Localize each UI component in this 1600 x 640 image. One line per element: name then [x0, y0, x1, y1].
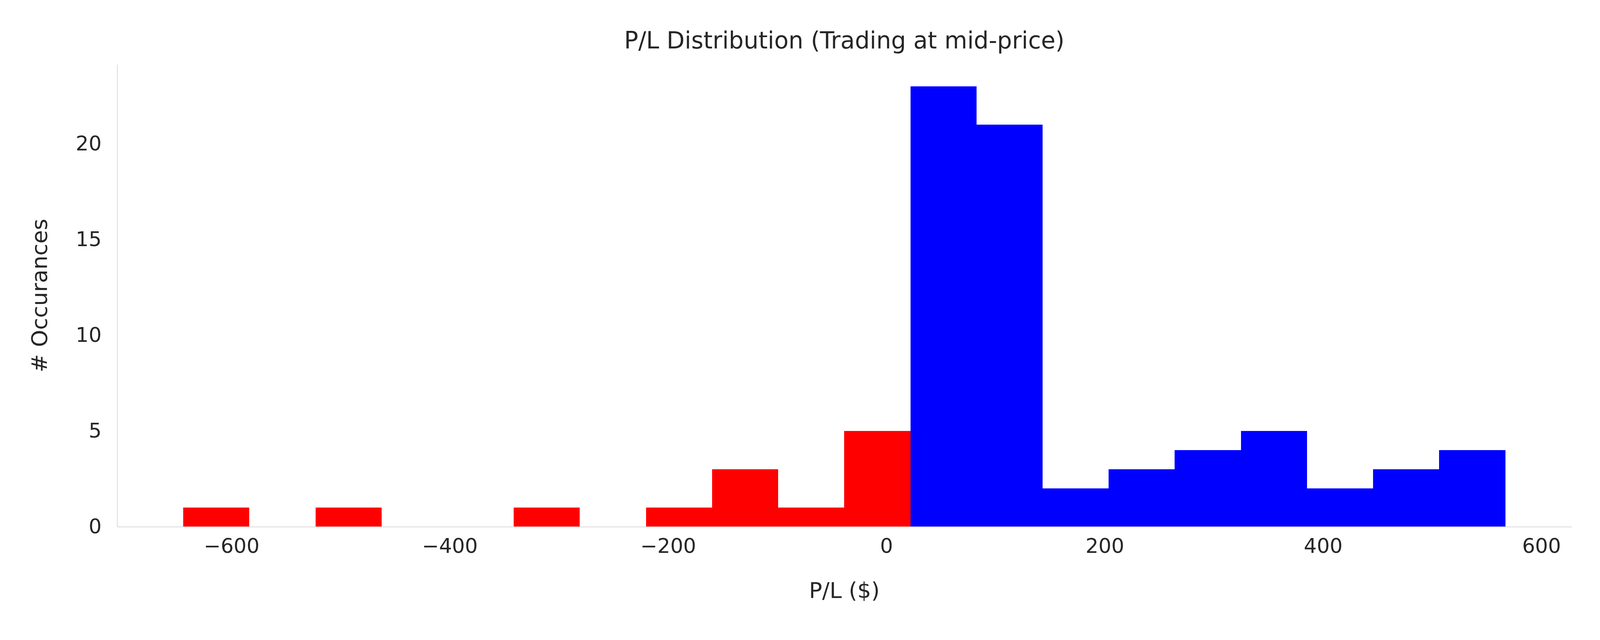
x-axis: −600 −400 −200 0 200 400 600 — [117, 526, 1572, 558]
histogram-bar — [976, 124, 1043, 527]
bars — [183, 86, 1506, 527]
x-tick: −600 — [203, 526, 260, 558]
histogram-bar — [1042, 488, 1109, 527]
histogram-bar — [1307, 488, 1374, 527]
y-tick: 0 — [88, 514, 118, 538]
histogram-bar — [315, 507, 382, 527]
x-tick: 600 — [1522, 526, 1561, 558]
y-tick-label: 0 — [88, 514, 102, 538]
y-tick-label: 10 — [75, 323, 102, 347]
x-tick-label: 0 — [880, 533, 893, 558]
y-tick: 15 — [75, 227, 118, 251]
y-tick-label: 20 — [75, 131, 102, 156]
histogram-bar — [712, 469, 779, 527]
x-tick: 0 — [880, 526, 893, 558]
y-axis-line — [117, 64, 118, 527]
histogram-bar — [513, 507, 580, 527]
y-tick: 10 — [75, 323, 118, 347]
x-tick-label: 400 — [1303, 533, 1343, 558]
histogram-bar — [844, 430, 911, 527]
x-tick-label: −200 — [640, 533, 697, 558]
histogram-bar — [1174, 450, 1241, 527]
y-axis-title: # Occurances — [26, 218, 52, 373]
x-tick: 200 — [1085, 526, 1125, 558]
x-axis-line — [117, 526, 1572, 528]
histogram-bar — [1241, 430, 1308, 527]
x-tick: −400 — [421, 526, 478, 558]
x-tick-label: −600 — [203, 533, 260, 558]
chart: −600 −400 −200 0 200 400 600 0 5 10 15 20 P/L Distri… — [0, 0, 1600, 640]
y-axis: 0 5 10 15 20 — [75, 64, 118, 539]
histogram-bar — [183, 507, 250, 527]
histogram-bar — [778, 507, 845, 527]
y-tick: 20 — [75, 131, 118, 156]
histogram-bar — [1439, 450, 1506, 527]
x-tick: 400 — [1303, 526, 1343, 558]
histogram-bar — [646, 507, 713, 527]
y-tick: 5 — [88, 418, 118, 443]
x-tick-label: 600 — [1522, 533, 1561, 558]
x-tick-label: 200 — [1085, 533, 1125, 558]
plot-area: −600 −400 −200 0 200 400 600 0 5 10 15 20 — [75, 64, 1572, 558]
x-tick: −200 — [640, 526, 697, 558]
histogram-bar — [1373, 469, 1440, 527]
x-tick-label: −400 — [421, 533, 478, 558]
title: P/L Distribution (Trading at mid-price) — [624, 26, 1065, 54]
histogram-bar — [910, 86, 977, 527]
y-tick-label: 5 — [88, 418, 102, 443]
histogram-bar — [1108, 469, 1175, 527]
x-axis-title: P/L ($) — [808, 577, 880, 603]
y-tick-label: 15 — [75, 227, 102, 251]
